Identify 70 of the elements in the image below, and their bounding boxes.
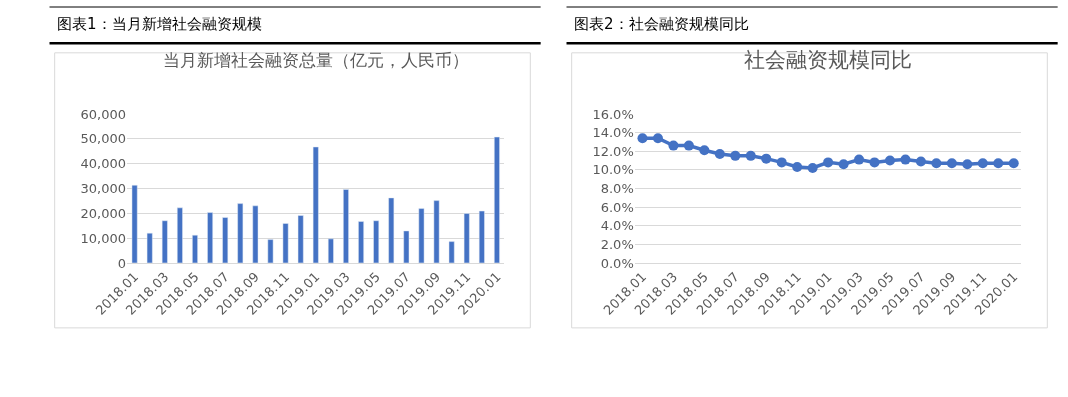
bar [494, 136, 500, 263]
point [652, 133, 663, 144]
y-tick-label: 16.0% [592, 106, 634, 122]
point [730, 150, 741, 161]
bar [403, 230, 410, 263]
point [683, 140, 694, 151]
bar [207, 212, 213, 263]
bar [267, 239, 274, 263]
point [745, 150, 756, 161]
point [823, 157, 834, 168]
chart-subtitle: 社会融资规模同比 [744, 48, 912, 72]
bar [478, 210, 485, 263]
point [931, 158, 942, 169]
y-tick-label: 20,000 [80, 205, 127, 221]
point [993, 158, 1004, 169]
bar [252, 205, 259, 263]
point [962, 159, 973, 170]
point [792, 162, 803, 173]
point [668, 140, 679, 151]
bar [358, 221, 364, 263]
bar [161, 220, 168, 263]
point [699, 145, 710, 156]
y-tick-label: 50,000 [80, 131, 127, 147]
point [838, 159, 849, 170]
chart-title: 图表2：社会融资规模同比 [574, 15, 749, 33]
bar [177, 207, 183, 263]
point [946, 158, 957, 169]
bar [388, 197, 395, 263]
y-tick-label: 30,000 [80, 181, 127, 196]
y-tick-label: 8.0% [600, 181, 634, 196]
bar [463, 213, 470, 263]
bar [418, 208, 425, 263]
bar [282, 223, 289, 263]
bar [146, 232, 153, 263]
point [869, 157, 880, 168]
point [776, 157, 787, 168]
y-tick-label: 0.0% [600, 255, 634, 271]
bar [297, 215, 304, 263]
bar [131, 184, 138, 263]
y-tick-label: 40,000 [80, 156, 127, 172]
bar [343, 189, 349, 263]
point [854, 154, 865, 165]
y-tick-label: 60,000 [80, 106, 127, 122]
point [977, 158, 988, 169]
chart-title: 图表1：当月新增社会融资规模 [57, 15, 262, 33]
y-tick-label: 12.0% [592, 143, 634, 159]
y-tick-label: 10.0% [592, 162, 634, 178]
y-tick-label: 6.0% [600, 199, 634, 215]
bar [448, 241, 455, 263]
point [761, 153, 772, 164]
bar [327, 238, 334, 263]
bar [237, 203, 244, 263]
y-tick-label: 2.0% [600, 236, 634, 252]
point [900, 154, 911, 165]
bar [192, 234, 198, 263]
point [637, 133, 648, 144]
point [807, 162, 818, 173]
bar [222, 217, 229, 263]
y-tick-label: 4.0% [600, 218, 634, 234]
y-tick-label: 0 [117, 255, 127, 271]
point [884, 155, 895, 166]
point [1008, 158, 1019, 169]
bar [312, 146, 319, 263]
y-tick-label: 14.0% [592, 125, 634, 141]
bar [373, 220, 380, 263]
point [714, 149, 725, 159]
chart-subtitle: 当月新增社会融资总量（亿元，人民币） [163, 50, 469, 70]
y-tick-label: 10,000 [80, 230, 127, 246]
bar [433, 200, 440, 263]
point [915, 156, 926, 167]
